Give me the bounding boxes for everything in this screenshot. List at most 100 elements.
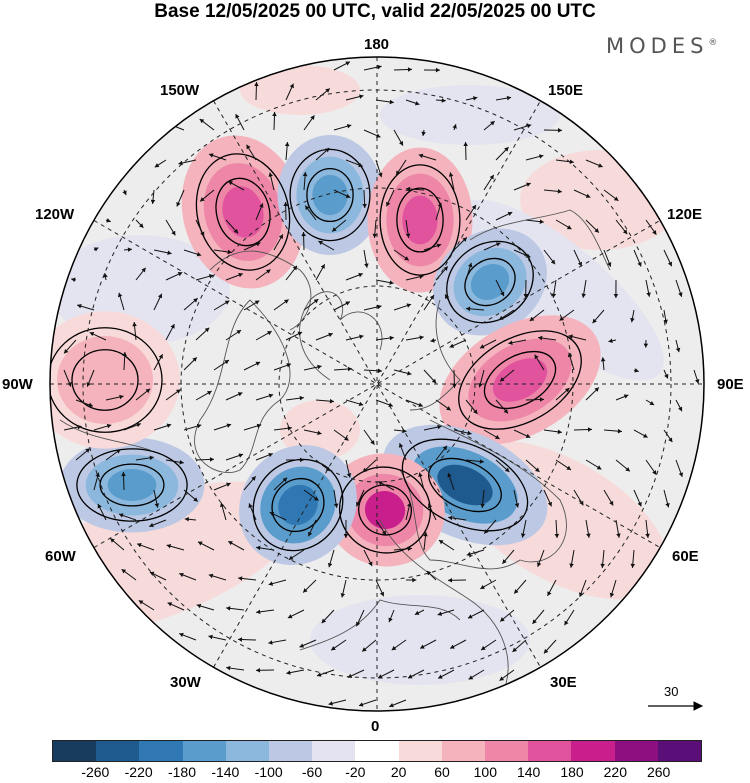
wind-vector	[268, 579, 287, 586]
wind-vector	[447, 472, 455, 491]
colorbar-swatch	[485, 741, 529, 761]
wind-vector	[109, 537, 125, 551]
wind-vector	[256, 545, 275, 551]
wind-vector	[559, 309, 575, 322]
brand-logo: MODES®	[606, 34, 717, 58]
wind-vector	[499, 609, 515, 622]
wind-vector	[327, 549, 335, 568]
wind-vector	[393, 369, 412, 376]
wind-vector	[225, 272, 244, 281]
contour-pos-95W	[50, 327, 163, 433]
colorbar-tick-label: -100	[254, 764, 283, 780]
wind-vector	[285, 265, 298, 281]
wind-vector	[269, 511, 287, 521]
wind-vector	[502, 549, 515, 565]
wind-vector	[225, 392, 243, 401]
wind-vector	[273, 363, 292, 371]
wind-vector	[437, 609, 455, 616]
wind-vector	[363, 368, 382, 374]
anomaly-pos-95E	[439, 315, 601, 445]
wind-vector	[513, 429, 531, 439]
wind-vector	[393, 303, 412, 311]
wind-vector	[355, 609, 365, 627]
wind-vector	[423, 369, 437, 384]
wind-vector	[645, 459, 657, 476]
wind-vector	[615, 219, 628, 235]
wind-vector	[286, 669, 305, 675]
wind-vector	[303, 364, 322, 371]
wind-vector	[165, 459, 184, 465]
wind-vector	[453, 237, 468, 251]
wind-vector	[564, 609, 575, 626]
wind-vector	[513, 249, 531, 258]
wind-vector	[303, 489, 319, 501]
colorbar-tick-label: 220	[603, 764, 628, 780]
wind-vector	[483, 242, 501, 251]
wind-vector	[256, 609, 275, 615]
wind-vector	[435, 445, 448, 461]
wind-vector	[363, 549, 373, 567]
wind-vector	[122, 189, 127, 196]
wind-vector	[645, 519, 650, 538]
wind-vector	[123, 422, 142, 431]
wind-vector	[444, 294, 455, 311]
wind-vector	[465, 459, 484, 464]
wind-vector	[273, 477, 288, 491]
wind-vector	[585, 459, 602, 470]
wind-vector	[423, 294, 435, 311]
wind-vector	[495, 279, 505, 297]
colorbar-swatch	[355, 741, 399, 761]
wind-vector	[513, 579, 527, 594]
wind-vector	[532, 609, 545, 625]
wind-vector	[386, 189, 395, 207]
wind-vector	[213, 359, 230, 371]
wind-vector	[377, 481, 395, 491]
wind-vector	[466, 306, 485, 312]
wind-vector	[77, 303, 95, 311]
colorbar-tick-label: -180	[167, 764, 197, 780]
wind-vector	[363, 304, 382, 311]
wind-vector	[75, 399, 94, 407]
wind-vector	[414, 609, 425, 616]
wind-vector	[536, 549, 545, 568]
wind-vector	[543, 639, 557, 654]
wind-vector	[255, 668, 275, 673]
wind-vector	[465, 96, 478, 101]
wind-vector	[196, 603, 215, 611]
wind-vector	[603, 489, 614, 506]
wind-vector	[97, 503, 107, 521]
wind-vector	[153, 489, 160, 508]
colorbar-tick-label: 20	[390, 764, 407, 780]
wind-vector	[105, 394, 124, 401]
wind-vector	[437, 669, 455, 679]
wind-vector	[407, 669, 425, 679]
wind-vector	[135, 388, 151, 401]
wind-vector	[569, 549, 575, 568]
wind-vector	[375, 519, 387, 536]
wind-vector	[273, 299, 289, 311]
wind-vector	[427, 503, 437, 521]
wind-vector	[219, 502, 227, 521]
wind-vector	[208, 634, 227, 641]
wind-vector	[633, 249, 642, 267]
wind-vector	[93, 472, 100, 491]
wind-vector	[543, 128, 563, 133]
wind-vector	[361, 639, 377, 652]
colorbar-tick-label: -220	[124, 764, 153, 780]
wind-vector	[675, 399, 683, 412]
wind-vector	[405, 502, 412, 521]
wind-vector	[613, 279, 619, 299]
wind-vector	[520, 519, 527, 538]
wind-vector	[585, 219, 600, 233]
wind-vector	[302, 579, 317, 593]
wind-vector	[63, 424, 82, 431]
wind-vector	[435, 98, 446, 103]
wind-vector	[643, 339, 649, 348]
wind-vector	[273, 234, 284, 251]
wind-vector	[405, 219, 411, 238]
wind-vector	[448, 172, 455, 191]
wind-vector	[213, 482, 231, 491]
wind-vector	[333, 429, 349, 441]
wind-vector	[645, 399, 655, 406]
